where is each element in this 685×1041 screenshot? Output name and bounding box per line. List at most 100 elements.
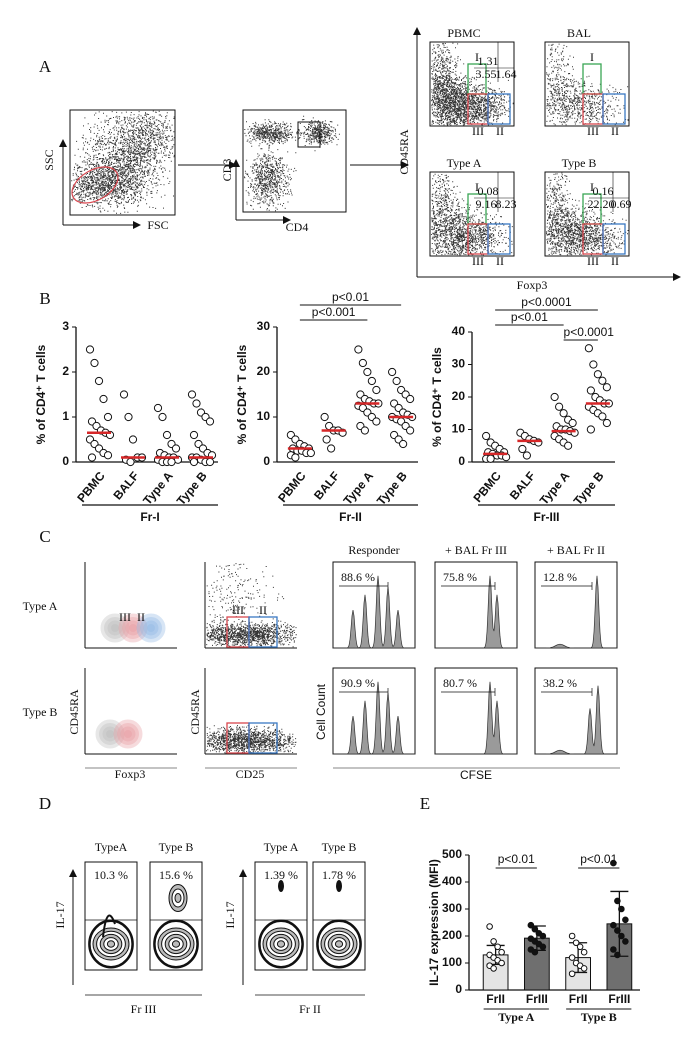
contour [106, 940, 116, 948]
events [71, 110, 175, 214]
row-label: Type A [23, 599, 58, 613]
data-point [602, 383, 611, 392]
data-point [614, 951, 621, 959]
contour [140, 617, 162, 639]
quadrant-value: 22.20 [588, 197, 615, 211]
panel-label: E [420, 794, 430, 813]
histogram [435, 681, 517, 755]
gate-label: III [472, 254, 484, 268]
gate-ii [487, 93, 511, 125]
contour [118, 613, 148, 643]
data-point [399, 439, 408, 449]
data-point [598, 412, 607, 421]
data-point [610, 921, 617, 929]
data-point [189, 457, 199, 467]
contour [113, 719, 143, 749]
gate-label: II [496, 254, 504, 268]
data-point [610, 859, 617, 867]
contour [124, 730, 132, 738]
contour [278, 880, 284, 892]
axis-label: SSC [42, 149, 56, 170]
histogram [333, 681, 415, 755]
gate [71, 166, 119, 204]
percent-label: 88.6 % [341, 570, 375, 584]
data-point [494, 943, 501, 951]
x-tick-label: BALF [110, 469, 141, 503]
data-point [568, 970, 576, 978]
data-point [568, 932, 576, 940]
label: Foxp3 [517, 278, 548, 292]
column-title: + BAL Fr III [445, 543, 507, 557]
data-point [153, 403, 163, 413]
y-tick-label: 2 [62, 364, 69, 378]
data-point [358, 358, 367, 368]
contour [171, 940, 181, 948]
data-point [522, 451, 531, 460]
group-label: Fr-III [534, 510, 560, 524]
x-tick-label: PBMC [275, 469, 309, 505]
data-point [539, 943, 547, 951]
y-tick-label: 30 [452, 357, 466, 371]
x-tick-label: Type A [140, 469, 176, 508]
gate-label: II [259, 603, 267, 617]
contour [107, 620, 123, 636]
x-tick-label: FrIII [526, 992, 548, 1006]
y-tick-label: 0 [62, 454, 69, 468]
label: Fr III [131, 1002, 157, 1016]
label: FSC [147, 218, 168, 232]
x-tick-label: Type B [374, 469, 410, 508]
data-point [90, 358, 99, 368]
data-point [103, 412, 113, 422]
axis-label: CD45RA [188, 689, 202, 735]
y-tick-label: 300 [442, 901, 462, 915]
data-point [539, 932, 547, 940]
axis-label: IL-17 [223, 901, 237, 928]
data-point [593, 370, 602, 379]
contour [143, 620, 159, 636]
data-point [622, 916, 629, 924]
gate-label: III [587, 124, 599, 138]
y-tick-label: 40 [452, 324, 466, 338]
gate-label: I [590, 50, 594, 64]
data-point [559, 409, 568, 418]
gate-label: II [137, 610, 145, 624]
y-tick-label: 200 [442, 928, 462, 942]
plot-frame [312, 861, 366, 971]
events [431, 42, 514, 126]
label: Fr II [299, 1002, 321, 1016]
data-point [498, 959, 505, 967]
column-title: Type A [264, 840, 299, 854]
percent-label: 38.2 % [543, 676, 577, 690]
annotation: p<0.01 [511, 310, 548, 324]
data-point [126, 457, 135, 467]
data-point [354, 345, 363, 354]
data-point [527, 921, 535, 929]
data-point [589, 360, 598, 369]
y-tick-label: 400 [442, 874, 462, 888]
data-point [85, 345, 95, 354]
gate-label: III [472, 124, 484, 138]
data-point [568, 418, 577, 428]
data-point [187, 390, 197, 399]
quadrant-value: 9.16 [476, 197, 497, 211]
y-tick-label: 20 [257, 364, 271, 378]
data-point [580, 965, 588, 972]
percent-label: 80.7 % [443, 676, 477, 690]
data-point [490, 965, 497, 972]
gate-label: III [119, 610, 131, 624]
data-point [490, 938, 497, 945]
plot-frame [254, 861, 308, 971]
data-point [119, 390, 129, 399]
data-point [555, 402, 564, 411]
column-title: + BAL Fr II [547, 543, 605, 557]
quadrant-value: 0.08 [478, 184, 499, 198]
plot-title: PBMC [447, 26, 480, 40]
data-point [486, 454, 495, 463]
data-point [584, 344, 593, 353]
data-point [94, 376, 104, 386]
x-tick-label: Type A [341, 469, 377, 508]
column-title: TypeA [95, 840, 128, 854]
gate-label: III [232, 603, 244, 617]
annotation: p<0.001 [312, 305, 356, 319]
data-point [486, 923, 493, 930]
